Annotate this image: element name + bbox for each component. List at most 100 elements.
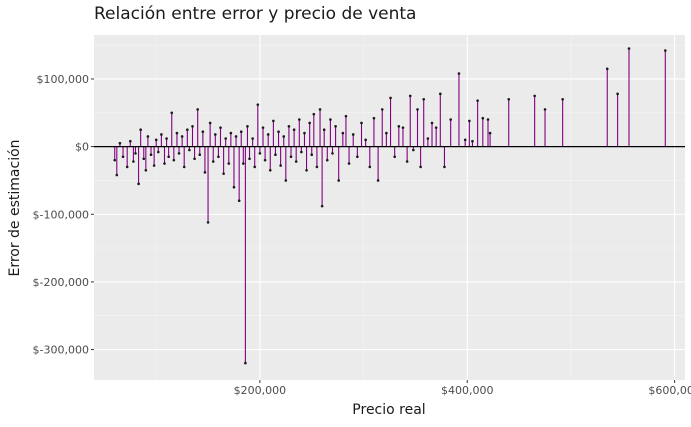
error-point [224, 137, 227, 140]
error-point [337, 179, 340, 182]
error-point [118, 141, 122, 145]
error-point [308, 121, 311, 125]
error-point [139, 128, 142, 132]
error-point [368, 165, 372, 169]
x-tick-label: $400,000 [441, 384, 494, 397]
error-point [256, 103, 260, 106]
error-point [347, 162, 351, 165]
error-point [134, 152, 137, 155]
error-point [471, 139, 474, 143]
error-point [412, 148, 415, 152]
error-point [356, 155, 359, 159]
error-point [266, 133, 270, 136]
error-point [263, 158, 267, 162]
error-point [627, 47, 631, 50]
error-point [188, 148, 191, 152]
error-point [222, 172, 225, 175]
error-point [146, 135, 150, 138]
error-point [167, 155, 170, 159]
error-point [165, 137, 168, 140]
error-point [376, 179, 380, 182]
error-segments [114, 48, 666, 364]
error-point [329, 118, 332, 121]
error-point [284, 179, 288, 182]
error-point [292, 128, 296, 132]
y-tick-label: $-200,000 [33, 276, 89, 289]
error-point [198, 153, 202, 157]
error-point [219, 126, 222, 129]
error-point [439, 92, 442, 96]
error-point [282, 135, 286, 138]
error-point [268, 168, 272, 172]
error-point [234, 135, 238, 138]
error-point [208, 121, 212, 125]
error-point [287, 125, 291, 128]
error-point [125, 165, 129, 169]
error-point [294, 160, 298, 163]
error-point [203, 171, 207, 174]
error-point [320, 204, 324, 208]
error-point [468, 119, 471, 123]
error-point [449, 118, 452, 121]
error-point [322, 128, 326, 132]
error-point [486, 118, 490, 121]
grid-minor [94, 35, 685, 380]
error-point [488, 131, 492, 135]
error-point [242, 162, 245, 165]
error-point [186, 128, 189, 132]
error-point [149, 153, 153, 157]
x-axis-label: Precio real [352, 402, 425, 418]
y-tick-label: $100,000 [37, 73, 90, 86]
error-point [434, 126, 438, 129]
y-tick-label: $0 [75, 141, 89, 154]
chart-title: Relación entre error y precio de venta [94, 4, 417, 24]
error-point [253, 165, 257, 169]
error-point [272, 119, 275, 123]
error-point [380, 108, 384, 111]
error-point [422, 97, 426, 101]
error-point [372, 116, 376, 120]
error-point [258, 152, 262, 155]
error-point [227, 162, 231, 165]
error-point [430, 121, 434, 125]
error-point [419, 165, 422, 169]
error-point [214, 133, 217, 136]
error-point [274, 153, 277, 157]
error-point [121, 155, 125, 159]
x-tick-label: $600,000 [648, 384, 691, 397]
error-point [334, 125, 337, 128]
error-point [182, 165, 186, 169]
error-point [463, 138, 467, 142]
error-point [351, 133, 355, 136]
y-axis-ticks: $100,000 $0 $-100,000 $-200,000 $-300,000 [33, 73, 94, 357]
y-axis-label: Error de estimación [7, 139, 23, 276]
x-tick-label: $200,000 [234, 384, 287, 397]
error-point [246, 125, 249, 128]
error-point [664, 49, 667, 52]
error-point [289, 155, 293, 159]
error-point [232, 185, 236, 189]
error-point [113, 158, 117, 162]
error-point [605, 67, 609, 71]
error-point [393, 155, 396, 159]
plot-panel [94, 35, 685, 380]
error-point [616, 92, 619, 96]
error-point [132, 160, 135, 163]
error-point [389, 96, 392, 100]
error-point [196, 108, 199, 111]
error-point [277, 130, 280, 134]
error-point [128, 139, 132, 143]
error-point [305, 168, 308, 172]
error-point [248, 157, 251, 161]
error-point [416, 108, 419, 111]
error-point [303, 131, 306, 135]
y-tick-label: $-100,000 [33, 208, 89, 221]
error-point [193, 157, 196, 161]
error-point [237, 199, 241, 203]
error-point [385, 131, 388, 135]
error-point [457, 72, 461, 75]
error-point [533, 94, 536, 98]
error-point [244, 361, 247, 365]
error-point [408, 94, 412, 98]
